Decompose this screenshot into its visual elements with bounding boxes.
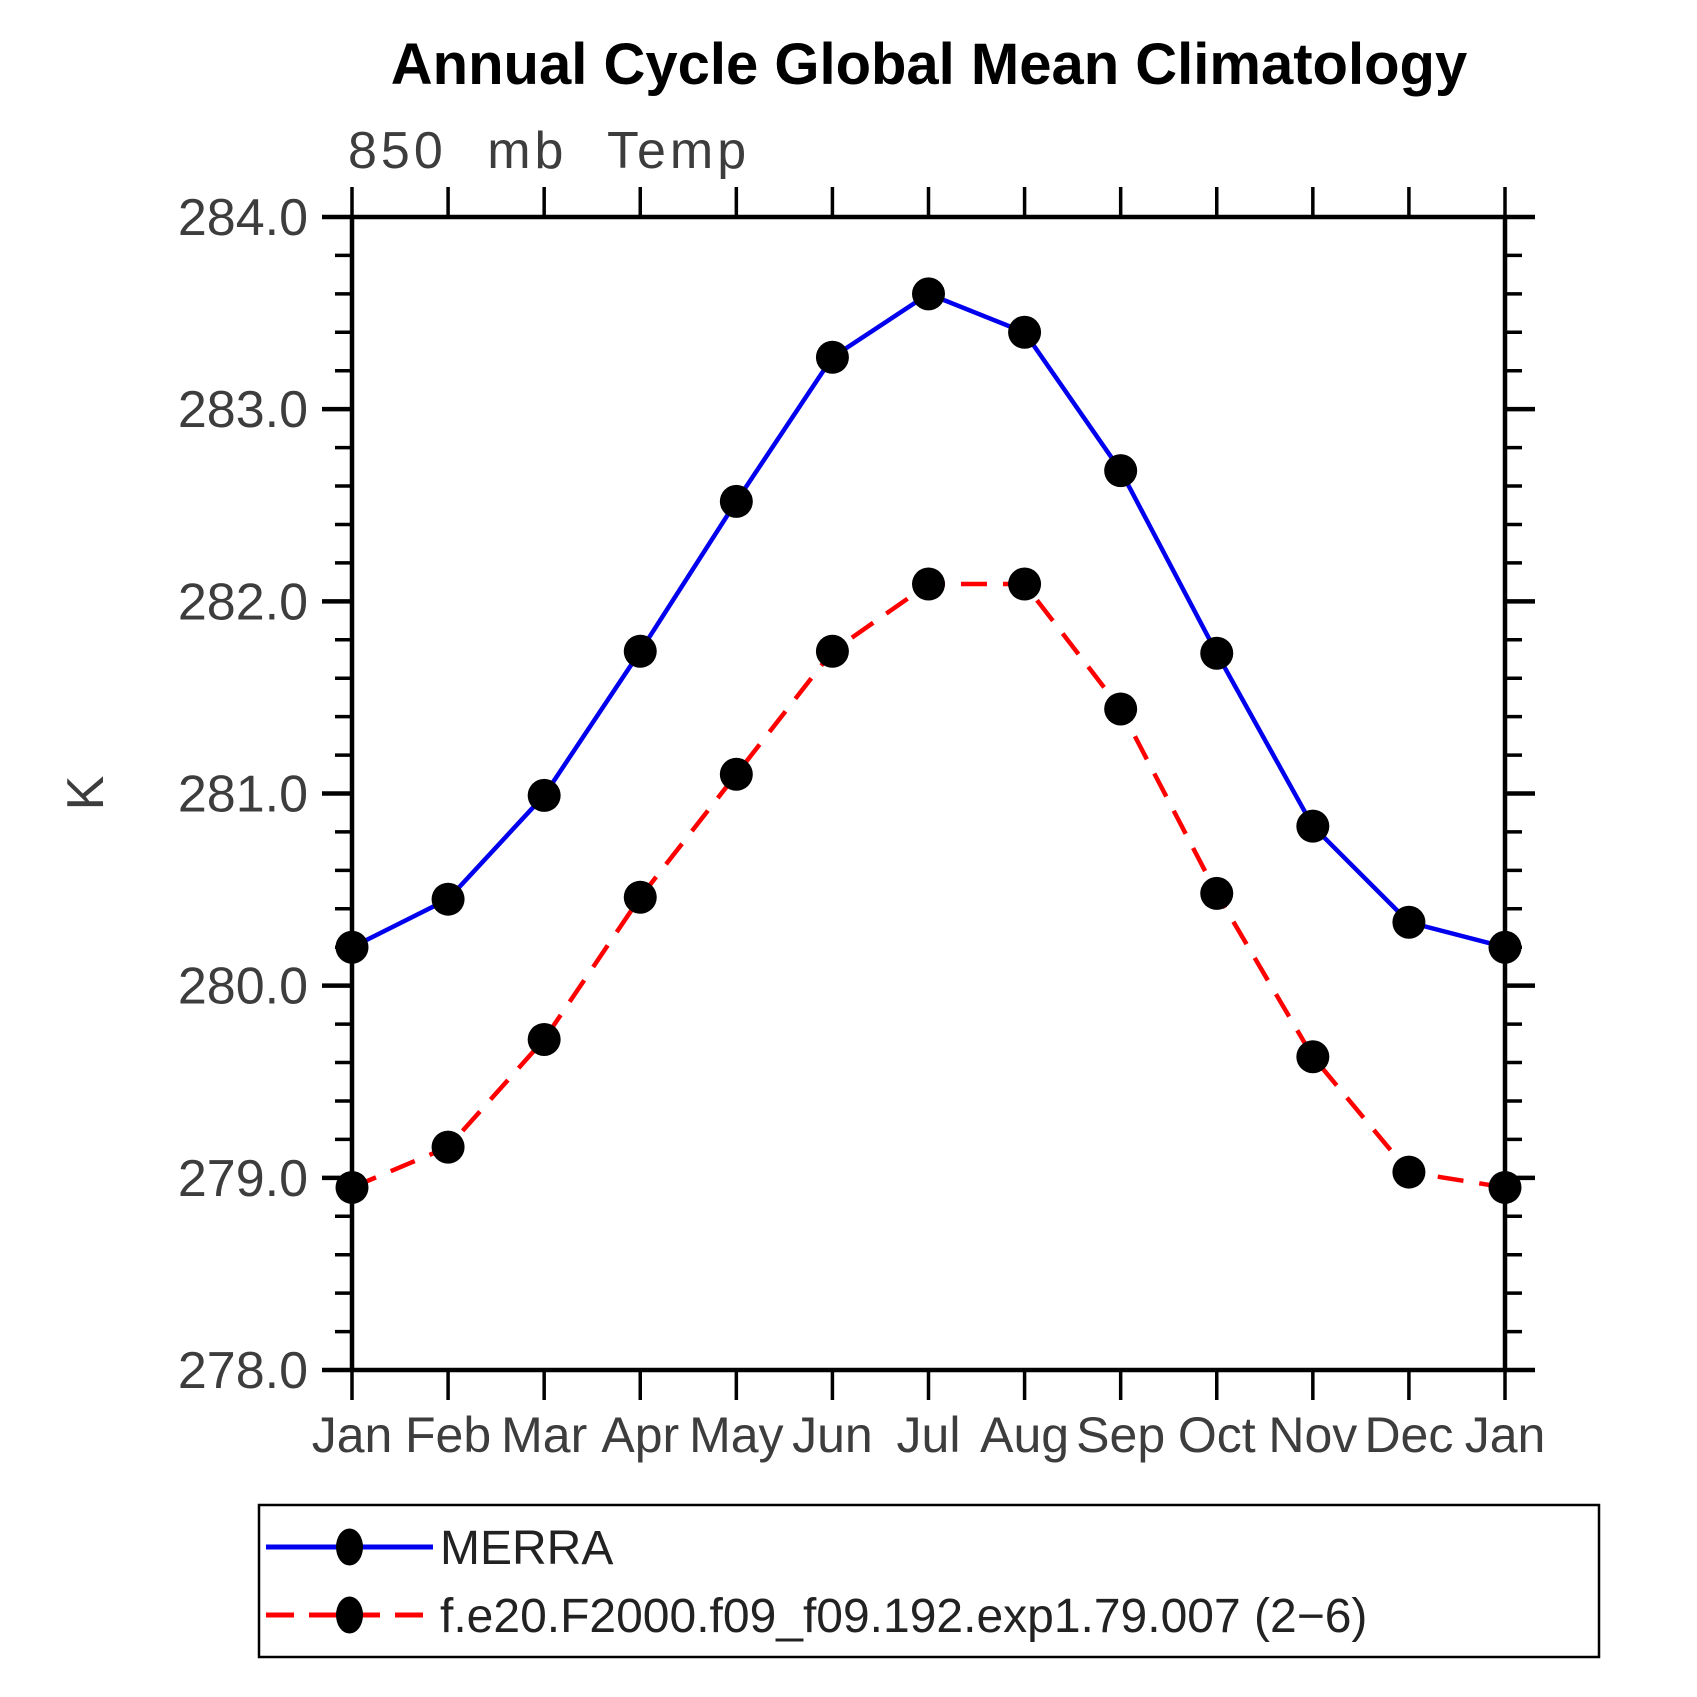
data-point-marker — [1200, 876, 1234, 910]
chart-subtitle: 850 mb Temp — [348, 122, 750, 180]
data-point-marker — [912, 277, 945, 311]
y-tick-label: 281.0 — [178, 766, 308, 824]
x-tick-label: Feb — [405, 1407, 491, 1463]
x-tick-label: Dec — [1364, 1407, 1453, 1463]
data-point-marker — [719, 757, 753, 791]
data-point-marker — [1104, 454, 1138, 488]
data-point-marker — [815, 634, 849, 668]
data-point-marker — [719, 484, 753, 518]
x-tick-labels: Jan Feb Mar Apr May Jun Jul Aug Sep Oct Nov Dec Jan — [312, 1407, 1546, 1463]
data-point-marker — [623, 880, 657, 914]
data-point-marker — [623, 634, 657, 668]
y-axis-ticks — [322, 214, 1535, 1373]
y-tick-label: 280.0 — [178, 958, 308, 1016]
series-line-merra — [350, 291, 1506, 950]
data-point-marker — [1200, 636, 1234, 670]
x-tick-label: Aug — [980, 1407, 1069, 1463]
data-point-marker — [335, 930, 369, 964]
y-tick-label: 284.0 — [178, 189, 308, 247]
y-axis-label: K — [57, 775, 115, 810]
data-point-marker — [1488, 930, 1522, 964]
data-point-marker — [1104, 692, 1138, 726]
x-tick-label: Jan — [312, 1407, 393, 1463]
data-point-marker — [1392, 1155, 1426, 1189]
legend-label: MERRA — [440, 1522, 613, 1575]
x-tick-label: Mar — [501, 1407, 587, 1463]
x-tick-label: Sep — [1076, 1407, 1165, 1463]
series-line-model — [351, 581, 1506, 1190]
x-tick-label: Nov — [1268, 1407, 1357, 1463]
data-series — [335, 277, 1522, 1204]
x-tick-label: Jul — [897, 1407, 961, 1463]
data-point-marker — [912, 567, 945, 601]
y-tick-labels: 284.0 283.0 282.0 281.0 280.0 279.0 278.0 — [178, 189, 308, 1400]
y-tick-label: 279.0 — [178, 1150, 308, 1208]
data-point-marker — [1296, 1040, 1330, 1074]
legend-box — [257, 1503, 1601, 1659]
data-point-marker — [1008, 567, 1042, 601]
data-point-marker — [335, 1170, 369, 1204]
legend-marker — [336, 1528, 363, 1566]
data-point-marker — [1296, 809, 1330, 843]
x-axis-ticks — [350, 187, 1507, 1400]
x-tick-label: May — [689, 1407, 783, 1463]
legend: MERRA f.e20.F2000.f09_f09.192.exp1.79.007… — [257, 1503, 1601, 1659]
x-tick-label: Oct — [1178, 1407, 1256, 1463]
data-point-marker — [431, 1130, 465, 1164]
y-tick-label: 278.0 — [178, 1342, 308, 1400]
x-tick-label: Jun — [792, 1407, 873, 1463]
data-point-marker — [1488, 1170, 1522, 1204]
legend-label: f.e20.F2000.f09_f09.192.exp1.79.007 (2−6… — [440, 1590, 1367, 1643]
chart-title: Annual Cycle Global Mean Climatology — [391, 32, 1467, 97]
data-point-marker — [431, 882, 465, 916]
plot-frame — [349, 214, 1508, 1373]
data-point-marker — [527, 1022, 561, 1056]
data-point-marker — [815, 340, 849, 374]
data-point-marker — [1008, 315, 1042, 349]
data-point-marker — [1392, 905, 1426, 939]
data-point-marker — [527, 778, 561, 812]
y-tick-label: 282.0 — [178, 573, 308, 631]
x-tick-label: Apr — [601, 1407, 679, 1463]
x-tick-label: Jan — [1465, 1407, 1546, 1463]
y-tick-label: 283.0 — [178, 381, 308, 439]
plot-axes — [349, 214, 1508, 1373]
legend-marker — [336, 1596, 363, 1634]
